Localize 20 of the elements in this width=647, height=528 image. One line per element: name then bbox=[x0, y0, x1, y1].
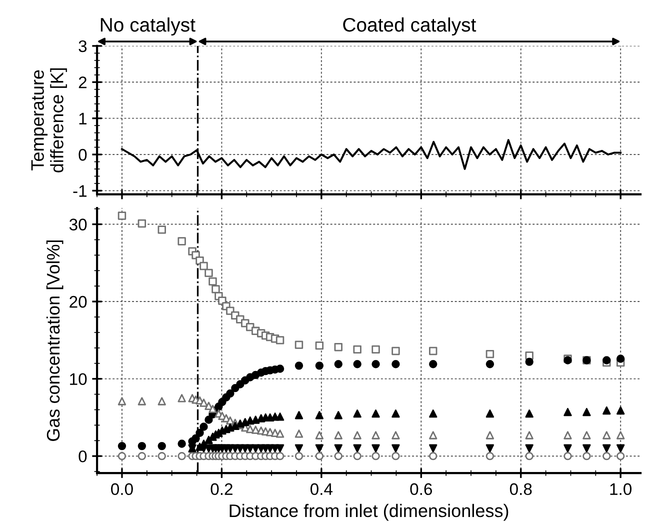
x-tick-label: 0.4 bbox=[310, 483, 333, 496]
x-axis-title: Distance from inlet (dimensionless) bbox=[230, 504, 508, 521]
x-tick-label: 0.0 bbox=[111, 483, 133, 496]
y-axis-title: Temperature difference [K] bbox=[31, 68, 67, 172]
x-tick-label: 0.6 bbox=[410, 483, 432, 496]
x-tick-label: 1.0 bbox=[610, 483, 632, 496]
y-axis-title: Gas concentration [Vol%] bbox=[46, 240, 64, 442]
y-tick-label: 30 bbox=[69, 218, 87, 230]
y-tick-label: 10 bbox=[70, 373, 87, 386]
y-tick-label: -1 bbox=[73, 185, 87, 197]
y-tick-label: 0 bbox=[78, 450, 87, 462]
y-tick-label: 3 bbox=[78, 40, 87, 52]
x-tick-label: 0.2 bbox=[210, 483, 232, 496]
y-tick-label: 0 bbox=[78, 148, 87, 161]
text: Coated catalyst bbox=[343, 17, 476, 36]
text: No catalyst bbox=[100, 17, 196, 36]
y-tick-label: 2 bbox=[78, 76, 86, 88]
x-tick-label: 0.8 bbox=[510, 483, 532, 496]
y-tick-label: 20 bbox=[70, 296, 87, 308]
y-tick-label: 1 bbox=[79, 112, 87, 124]
